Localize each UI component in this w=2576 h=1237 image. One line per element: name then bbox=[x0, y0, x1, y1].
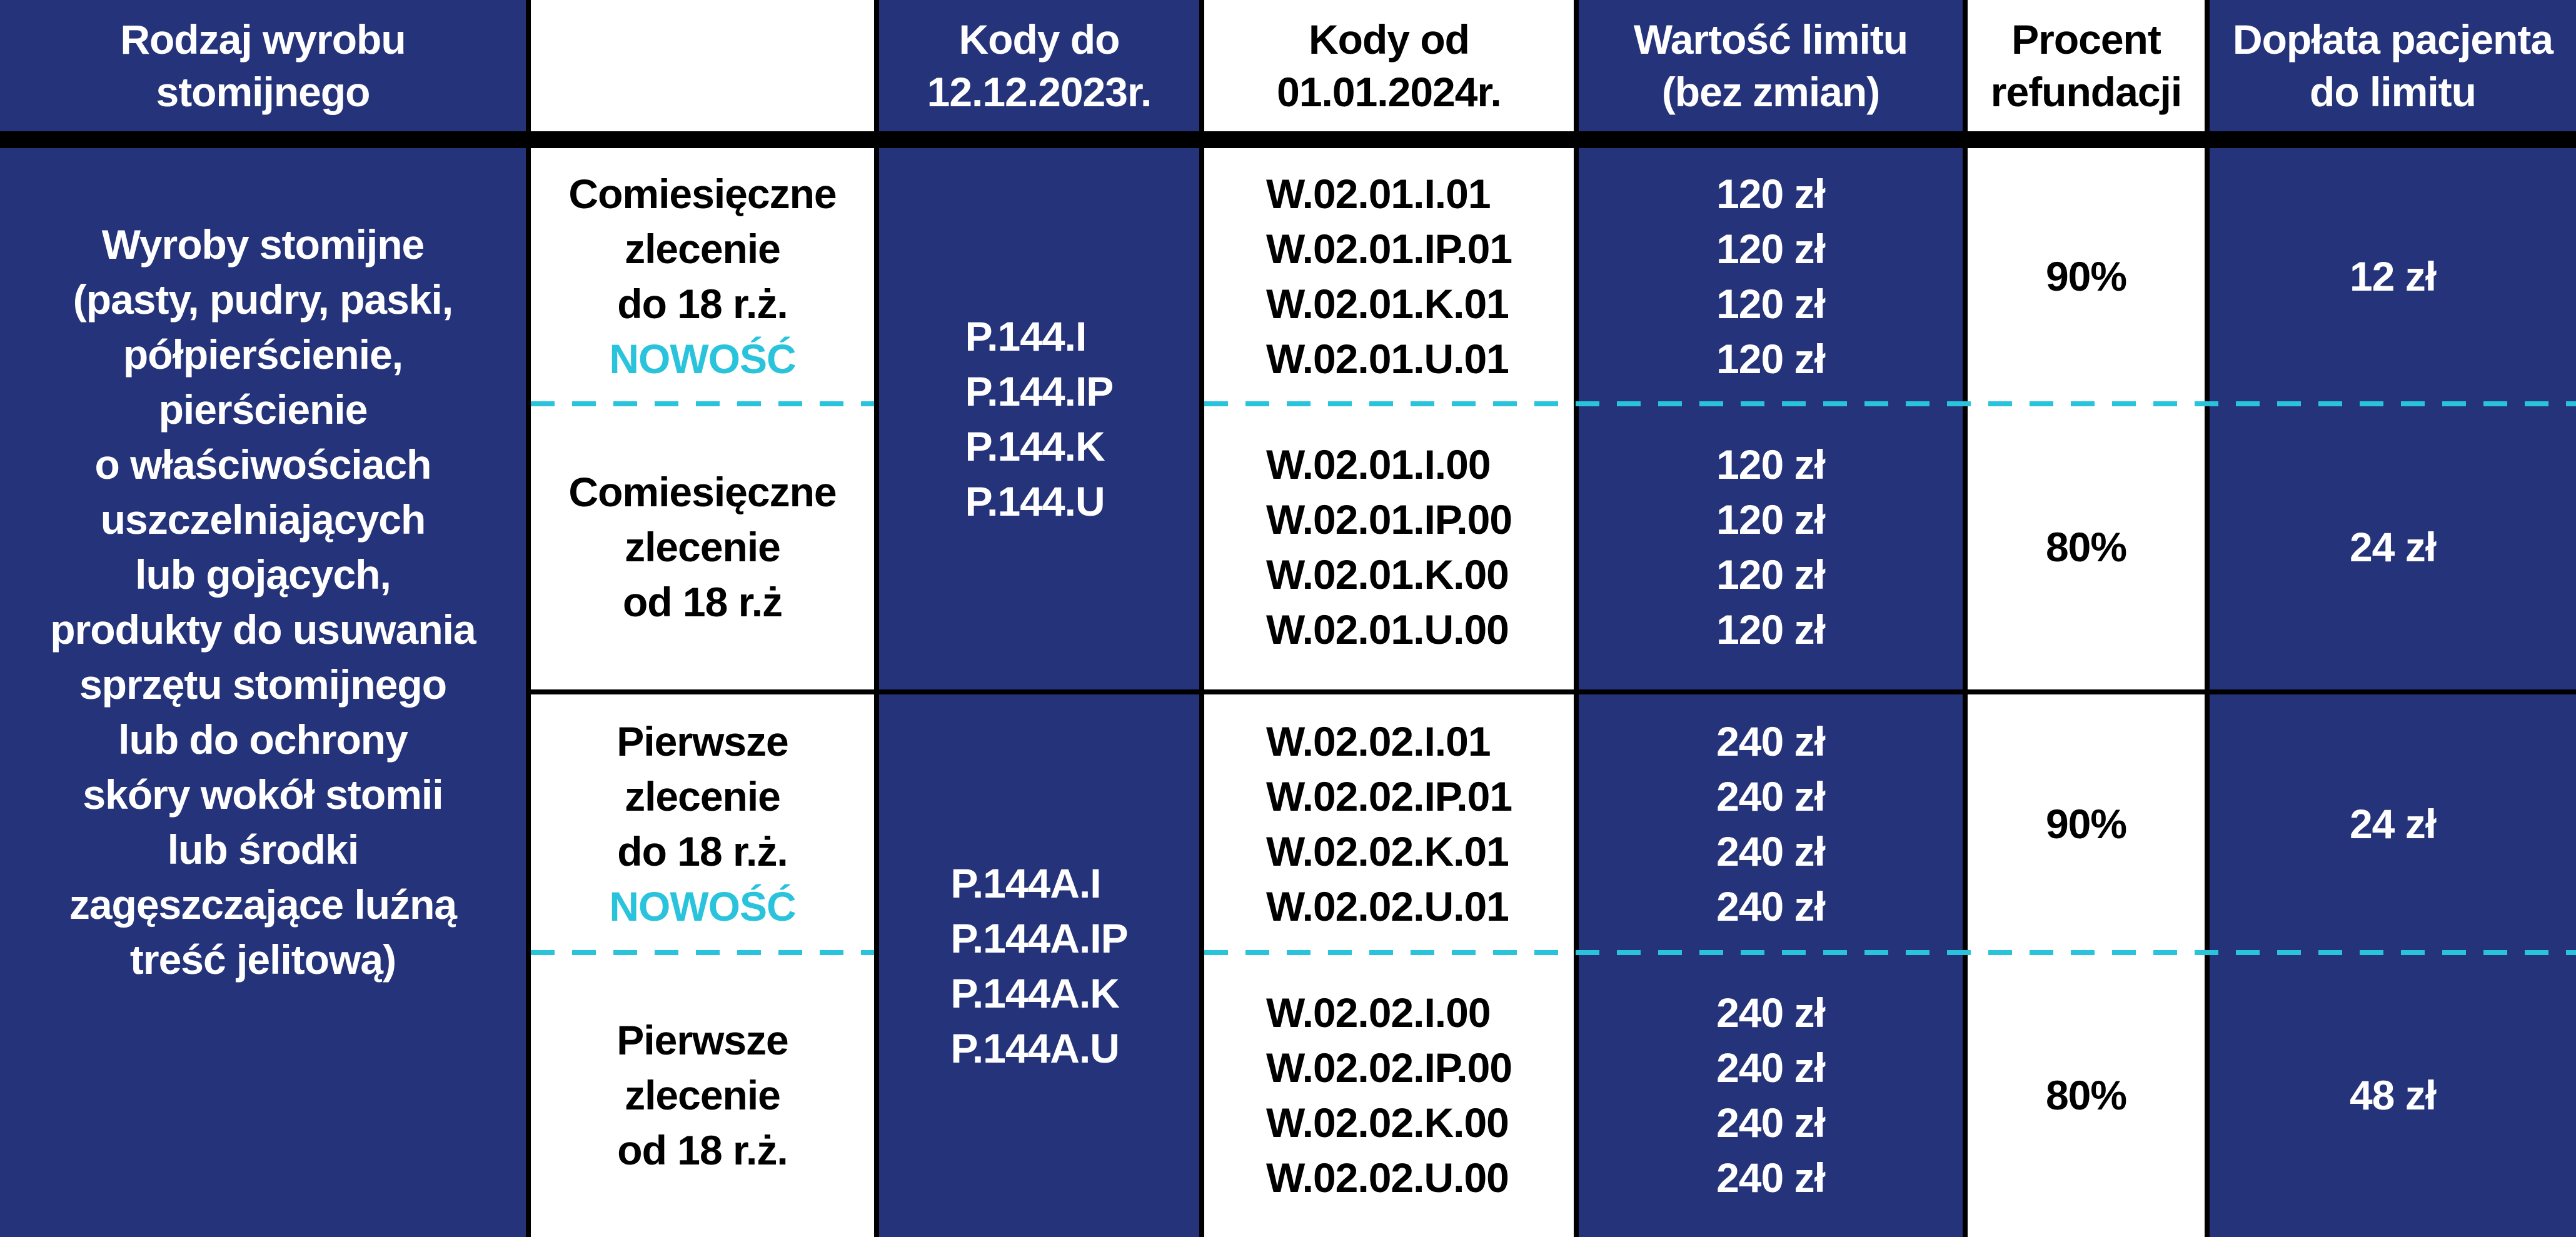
limit-value: 120 zł bbox=[1716, 280, 1826, 327]
header-order-type bbox=[531, 0, 874, 131]
refund-percent: 80% bbox=[1968, 404, 2205, 689]
old-code: P.144A.IP bbox=[950, 915, 1128, 961]
limit-value: 240 zł bbox=[1716, 1099, 1826, 1146]
limit-value: 120 zł bbox=[1716, 496, 1826, 543]
limit-value: 240 zł bbox=[1716, 718, 1826, 764]
old-code: P.144A.I bbox=[950, 860, 1101, 906]
order-type-label: Comiesięczne zlecenie od 18 r.ż bbox=[568, 468, 837, 625]
order-type-label: Comiesięczne zlecenie do 18 r.ż. bbox=[568, 170, 837, 327]
patient-copay: 24 zł bbox=[2210, 694, 2576, 953]
header-new-codes: Kody od 01.01.2024r. bbox=[1204, 0, 1574, 131]
new-code: W.02.01.IP.00 bbox=[1265, 496, 1512, 543]
order-type-cell: Pierwsze zlecenie do 18 r.ż. NOWOŚĆ bbox=[531, 694, 874, 953]
old-code: P.144A.K bbox=[950, 970, 1120, 1016]
new-codes-cell: W.02.01.I.01 W.02.01.IP.01 W.02.01.K.01 W.0… bbox=[1204, 148, 1574, 404]
old-code: P.144.U bbox=[965, 478, 1105, 524]
old-code: P.144.IP bbox=[965, 368, 1114, 414]
patient-copay: 12 zł bbox=[2210, 148, 2576, 404]
limit-value: 240 zł bbox=[1716, 773, 1826, 819]
new-code: W.02.02.U.00 bbox=[1265, 1154, 1509, 1201]
new-code: W.02.02.K.00 bbox=[1265, 1099, 1509, 1146]
old-code: P.144.K bbox=[965, 423, 1105, 469]
limit-value: 240 zł bbox=[1716, 1044, 1826, 1091]
new-badge: NOWOŚĆ bbox=[609, 883, 796, 929]
patient-copay: 24 zł bbox=[2210, 404, 2576, 689]
order-type-label: Pierwsze zlecenie do 18 r.ż. bbox=[616, 718, 789, 874]
new-code: W.02.01.IP.01 bbox=[1265, 225, 1512, 272]
limit-cell: 240 zł 240 zł 240 zł 240 zł bbox=[1579, 694, 1963, 953]
limit-value: 120 zł bbox=[1716, 551, 1826, 598]
old-code: P.144A.U bbox=[950, 1025, 1120, 1071]
header-old-codes: Kody do 12.12.2023r. bbox=[879, 0, 1199, 131]
limit-cell: 120 zł 120 zł 120 zł 120 zł bbox=[1579, 404, 1963, 689]
new-code: W.02.01.I.01 bbox=[1265, 170, 1491, 217]
new-codes-cell: W.02.02.I.01 W.02.02.IP.01 W.02.02.K.01 W.0… bbox=[1204, 694, 1574, 953]
limit-value: 120 zł bbox=[1716, 441, 1826, 488]
order-type-label: Pierwsze zlecenie od 18 r.ż. bbox=[616, 1016, 788, 1173]
new-code: W.02.01.K.01 bbox=[1265, 280, 1509, 327]
dashed-separator bbox=[1204, 401, 2576, 406]
limit-value: 120 zł bbox=[1716, 335, 1826, 382]
limit-value: 120 zł bbox=[1716, 225, 1826, 272]
order-type-cell: Comiesięczne zlecenie od 18 r.ż bbox=[531, 404, 874, 689]
new-code: W.02.02.I.01 bbox=[1265, 718, 1491, 764]
new-code: W.02.01.K.00 bbox=[1265, 551, 1509, 598]
new-code: W.02.01.I.00 bbox=[1265, 441, 1491, 488]
old-code: P.144.I bbox=[965, 313, 1087, 359]
new-code: W.02.01.U.01 bbox=[1265, 335, 1509, 382]
limit-value: 240 zł bbox=[1716, 828, 1826, 874]
new-code: W.02.02.IP.01 bbox=[1265, 773, 1512, 819]
order-type-cell: Comiesięczne zlecenie do 18 r.ż. NOWOŚĆ bbox=[531, 148, 874, 404]
old-codes-group-1: P.144.I P.144.IP P.144.K P.144.U bbox=[879, 148, 1199, 689]
refund-percent: 80% bbox=[1968, 953, 2205, 1237]
limit-value: 240 zł bbox=[1716, 883, 1826, 929]
dashed-separator bbox=[531, 401, 874, 406]
refund-percent: 90% bbox=[1968, 694, 2205, 953]
patient-copay: 48 zł bbox=[2210, 953, 2576, 1237]
new-codes-cell: W.02.01.I.00 W.02.01.IP.00 W.02.01.K.00 W.0… bbox=[1204, 404, 1574, 689]
dashed-separator bbox=[531, 950, 874, 955]
limit-value: 240 zł bbox=[1716, 989, 1826, 1036]
limit-value: 120 zł bbox=[1716, 606, 1826, 653]
new-code: W.02.02.U.01 bbox=[1265, 883, 1509, 929]
new-code: W.02.02.K.01 bbox=[1265, 828, 1509, 874]
limit-cell: 120 zł 120 zł 120 zł 120 zł bbox=[1579, 148, 1963, 404]
new-badge: NOWOŚĆ bbox=[609, 335, 796, 382]
header-limit-value: Wartość limitu (bez zmian) bbox=[1579, 0, 1963, 131]
dashed-separator bbox=[1204, 950, 2576, 955]
old-codes-group-2: P.144A.I P.144A.IP P.144A.K P.144A.U bbox=[879, 694, 1199, 1237]
new-code: W.02.01.U.00 bbox=[1265, 606, 1509, 653]
header-patient-copay: Dopłata pacjenta do limitu bbox=[2210, 0, 2576, 131]
new-code: W.02.02.IP.00 bbox=[1265, 1044, 1512, 1091]
limit-value: 120 zł bbox=[1716, 170, 1826, 217]
limit-value: 240 zł bbox=[1716, 1154, 1826, 1201]
order-type-cell: Pierwsze zlecenie od 18 r.ż. bbox=[531, 953, 874, 1237]
new-code: W.02.02.I.00 bbox=[1265, 989, 1491, 1036]
header-product-type: Rodzaj wyrobu stomijnego bbox=[0, 0, 526, 131]
product-description: Wyroby stomijne (pasty, pudry, paski, pó… bbox=[0, 148, 526, 1237]
limit-cell: 240 zł 240 zł 240 zł 240 zł bbox=[1579, 953, 1963, 1237]
new-codes-cell: W.02.02.I.00 W.02.02.IP.00 W.02.02.K.00 W.0… bbox=[1204, 953, 1574, 1237]
header-refund-percent: Procent refundacji bbox=[1968, 0, 2205, 131]
refund-percent: 90% bbox=[1968, 148, 2205, 404]
